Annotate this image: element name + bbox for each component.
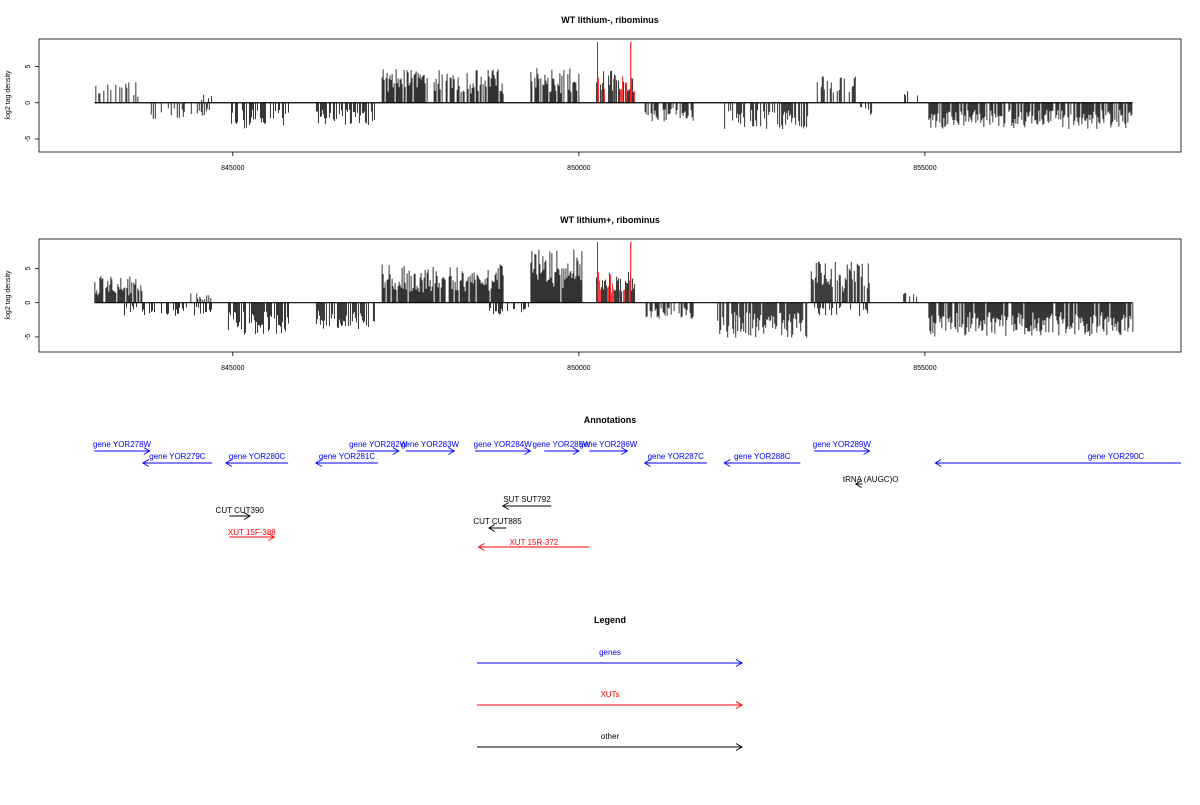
x-tick-label: 855000	[913, 165, 936, 172]
panel-title-lithium-minus: WT lithium-, ribominus	[561, 15, 659, 25]
y-axis-label-lithium-minus: log2 tag density	[5, 70, 12, 120]
gene-label: gene YOR289W	[813, 440, 872, 449]
y-axis-label-lithium-plus: log2 tag density	[5, 270, 12, 320]
other-feature-label: tRNA (AUGC)O	[843, 475, 899, 484]
gene-label: gene YOR288C	[734, 452, 791, 461]
gene-label: gene YOR279C	[149, 452, 206, 461]
gene-label: gene YOR282W	[349, 440, 408, 449]
other-feature-label: CUT CUT885	[473, 517, 522, 526]
x-tick-label: 855000	[913, 365, 936, 372]
other-feature-label: SUT SUT792	[503, 495, 551, 504]
x-tick-label: 850000	[567, 365, 590, 372]
gene-arrow-head	[572, 447, 580, 455]
gene-arrow-head	[314, 459, 323, 467]
gene-label: gene YOR290C	[1088, 452, 1145, 461]
other-feature-label: CUT CUT390	[216, 506, 265, 515]
gene-label: gene YOR283W	[401, 440, 460, 449]
gene-label: gene YOR285W	[532, 440, 591, 449]
legend-panel: Legend genes XUTs other	[477, 615, 743, 751]
xut-label: XUT 15R-372	[509, 538, 558, 547]
legend-item-label: genes	[599, 648, 621, 657]
signal-bars-lithium-plus	[94, 249, 1134, 338]
gene-arrow-head	[224, 459, 233, 467]
gene-label: gene YOR284W	[474, 440, 533, 449]
other-feature-arrow-head	[501, 502, 509, 510]
gene-arrow-head	[863, 447, 871, 455]
track-panel-lithium-minus: WT lithium-, ribominus log2 tag density …	[5, 15, 1182, 172]
other-feature-arrow-head	[854, 480, 862, 488]
axes-lithium-minus: -5 0 5 845000 850000 855000	[25, 42, 1133, 172]
x-tick-label: 850000	[567, 165, 590, 172]
gene-arrow-head	[621, 447, 629, 455]
gene-arrow-head	[524, 447, 532, 455]
plot-frame-lithium-plus	[38, 238, 1182, 353]
gene-arrow-head	[934, 459, 942, 467]
panel-title-lithium-plus: WT lithium+, ribominus	[560, 215, 660, 225]
legend-item-arrow-head	[735, 701, 743, 709]
signal-bars-lithium-minus	[95, 68, 1133, 130]
gene-arrow-head	[448, 447, 456, 455]
y-tick-label: -5	[25, 136, 32, 142]
axes-lithium-plus: -5 0 5 845000 850000 855000	[25, 242, 1133, 372]
y-tick-label: 0	[25, 301, 32, 305]
annotation-features: gene YOR278W gene YOR279C gene YOR280C gene…	[93, 440, 1181, 551]
legend-title: Legend	[594, 615, 626, 625]
xut-arrow-head	[477, 543, 485, 551]
other-feature-arrow-head	[487, 524, 496, 532]
legend-item-arrow-head	[735, 659, 743, 667]
gene-arrow-head	[643, 459, 651, 467]
gene-arrow-head	[143, 447, 151, 455]
legend-item-label: other	[601, 732, 620, 741]
gene-label: gene YOR286W	[579, 440, 638, 449]
gene-arrow-head	[723, 459, 731, 467]
plot-frame-lithium-minus	[38, 38, 1182, 153]
annotations-title: Annotations	[584, 415, 637, 425]
xut-label: XUT 15F-388	[228, 528, 276, 537]
y-tick-label: -5	[25, 334, 32, 340]
gene-arrow-head	[141, 459, 150, 467]
legend-items: genes XUTs other	[477, 648, 743, 751]
y-tick-label: 5	[25, 266, 32, 270]
gene-label: gene YOR281C	[319, 452, 376, 461]
legend-item-label: XUTs	[600, 690, 619, 699]
other-feature-arrow-head	[243, 512, 251, 520]
legend-item-arrow-head	[735, 743, 743, 751]
track-panel-lithium-plus: WT lithium+, ribominus log2 tag density …	[5, 215, 1182, 372]
y-tick-label: 0	[25, 101, 32, 105]
gene-arrow-head	[392, 447, 400, 455]
y-tick-label: 5	[25, 64, 32, 68]
xut-arrow-head	[268, 533, 276, 541]
x-tick-label: 845000	[221, 165, 244, 172]
gene-label: gene YOR280C	[229, 452, 286, 461]
x-tick-label: 845000	[221, 365, 244, 372]
gene-label: gene YOR287C	[648, 452, 705, 461]
gene-label: gene YOR278W	[93, 440, 152, 449]
